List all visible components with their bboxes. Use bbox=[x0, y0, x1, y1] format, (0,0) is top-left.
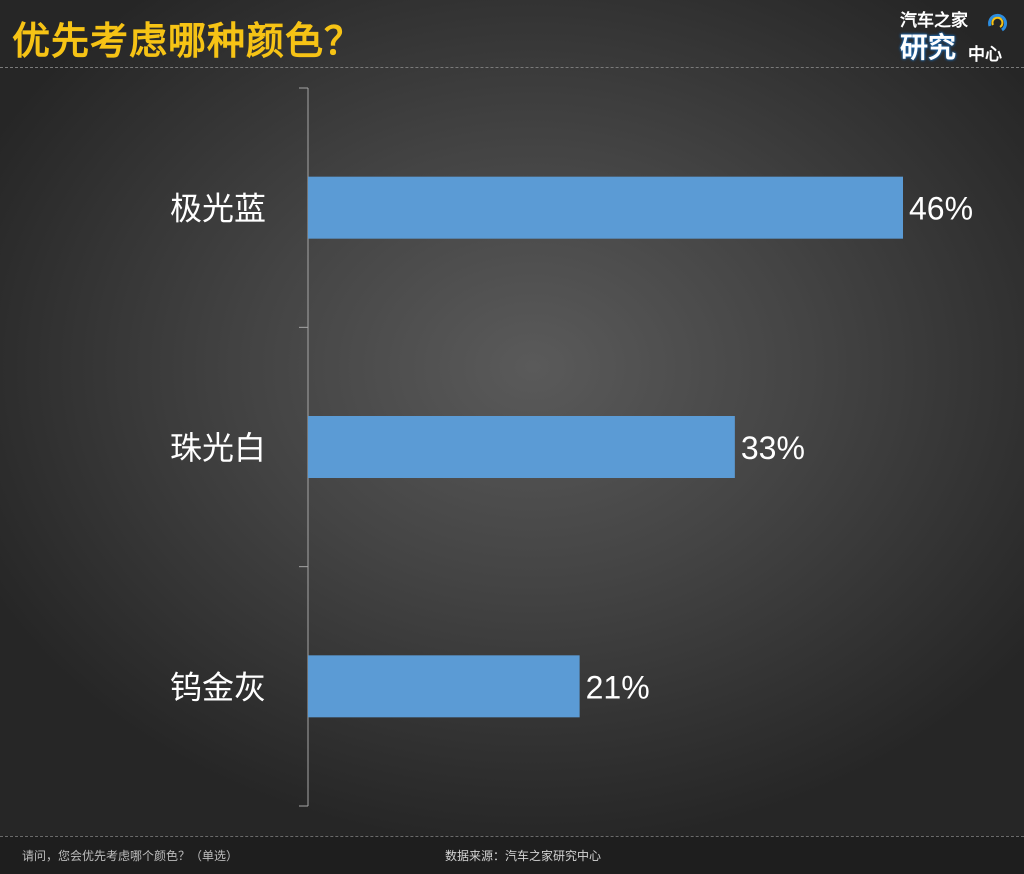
category-label: 钨金灰 bbox=[170, 668, 266, 706]
data-source: 数据来源：汽车之家研究中心 bbox=[445, 847, 601, 864]
value-label: 46% bbox=[909, 191, 973, 227]
bar bbox=[308, 177, 903, 239]
logo-line-2: 研究 bbox=[900, 26, 956, 66]
footer: 请问，您会优先考虑哪个颜色？（单选） 数据来源：汽车之家研究中心 bbox=[0, 836, 1024, 874]
page-title: 优先考虑哪种颜色？ bbox=[12, 10, 363, 65]
value-label: 21% bbox=[586, 669, 650, 705]
footer-divider bbox=[0, 836, 1024, 837]
header: 优先考虑哪种颜色？ 汽车之家 研究 中心 bbox=[0, 0, 1024, 68]
logo-line-3: 中心 bbox=[968, 40, 1002, 65]
survey-question-note: 请问，您会优先考虑哪个颜色？（单选） bbox=[22, 847, 238, 864]
category-label: 极光蓝 bbox=[170, 190, 266, 228]
value-label: 33% bbox=[741, 430, 805, 466]
brand-logo: 汽车之家 研究 中心 bbox=[900, 4, 1012, 64]
bar bbox=[308, 416, 735, 478]
logo-swirl-icon bbox=[986, 10, 1010, 34]
bar-chart: 极光蓝 46% 珠光白 33% 钨金灰 21% bbox=[0, 68, 1024, 836]
bar bbox=[308, 655, 580, 717]
category-label: 珠光白 bbox=[170, 429, 266, 467]
